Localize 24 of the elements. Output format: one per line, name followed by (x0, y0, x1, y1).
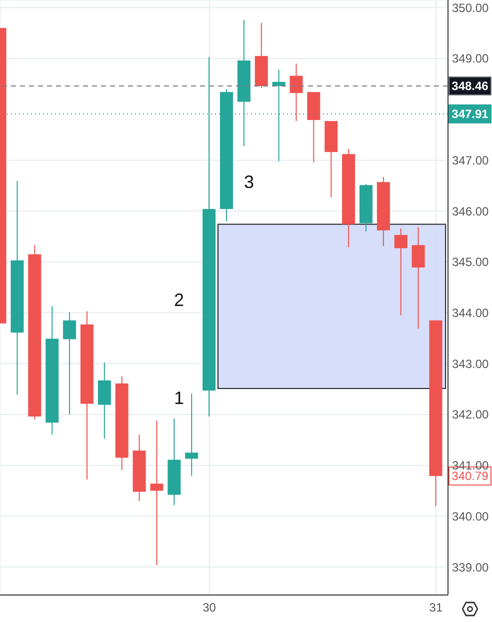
y-tick-label: 347.00 (452, 153, 490, 168)
ref-line-label: 348.46 (452, 78, 489, 93)
candlestick (185, 393, 198, 476)
y-tick-label: 346.00 (452, 204, 490, 218)
y-tick-label: 350.00 (452, 0, 490, 15)
candlestick (63, 312, 76, 415)
candlestick (412, 226, 425, 330)
y-tick-label: 345.00 (452, 255, 490, 270)
x-tick-label: 31 (429, 600, 443, 615)
candlestick (290, 63, 303, 122)
candlestick (150, 420, 164, 566)
y-tick-label: 344.00 (452, 306, 490, 320)
annotation: 3 (244, 171, 254, 193)
x-tick-label: 30 (202, 600, 216, 615)
y-tick-label: 339.00 (452, 560, 490, 574)
annotation: 1 (174, 387, 184, 409)
ref-line-label: 347.91 (452, 106, 489, 121)
annotation: 2 (174, 289, 184, 311)
y-tick-label: 340.00 (452, 509, 490, 524)
y-tick-label: 343.00 (452, 356, 490, 371)
y-tick-label: 342.00 (452, 408, 490, 422)
y-tick-label: 349.00 (452, 52, 490, 66)
candlestick (394, 228, 408, 316)
annotation: 340.79 (452, 469, 489, 483)
